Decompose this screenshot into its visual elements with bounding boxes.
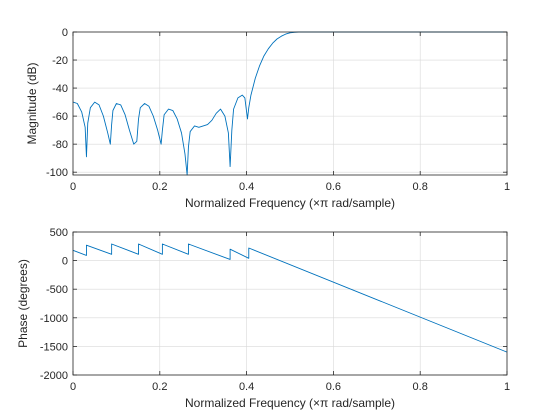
phase-y-tick-label: -1500 — [40, 341, 68, 353]
phase-x-tick-label: 0.4 — [239, 381, 254, 393]
phase-axes-frame — [72, 231, 508, 376]
magnitude-plot: 0 0.2 0.4 0.6 0.8 1 0 -20 -40 -60 -80 -100 Normalize… — [25, 27, 510, 210]
magnitude-x-axis-label: Normalized Frequency (×π rad/sample) — [185, 196, 395, 210]
magnitude-x-tick-label: 1 — [504, 181, 510, 193]
magnitude-x-tick-label: 0.8 — [413, 181, 428, 193]
magnitude-x-tick-label: 0.4 — [239, 181, 254, 193]
phase-plot: 0 0.2 0.4 0.6 0.8 1 500 0 -500 -1000 -1500 -2000 Nor… — [16, 227, 510, 410]
magnitude-x-tick-label: 0.2 — [152, 181, 167, 193]
phase-y-tick-label: 500 — [50, 227, 68, 239]
phase-y-tick-label: -1000 — [40, 313, 68, 325]
phase-x-axis-label: Normalized Frequency (×π rad/sample) — [185, 396, 395, 410]
phase-x-tick-label: 0.8 — [413, 381, 428, 393]
magnitude-y-tick-label: -40 — [52, 83, 68, 95]
phase-series-line — [72, 243, 508, 353]
phase-y-tick-label: 0 — [62, 256, 68, 268]
phase-y-axis-label: Phase (degrees) — [16, 259, 30, 348]
magnitude-x-tick-label: 0.6 — [326, 181, 341, 193]
phase-y-tick-label: -2000 — [40, 370, 68, 382]
phase-x-tick-label: 0 — [70, 381, 76, 393]
magnitude-x-tick-label: 0 — [70, 181, 76, 193]
phase-y-tick-label: -500 — [46, 284, 68, 296]
magnitude-y-tick-label: -80 — [52, 139, 68, 151]
phase-x-tick-label: 0.6 — [326, 381, 341, 393]
magnitude-y-axis-label: Magnitude (dB) — [25, 62, 39, 144]
magnitude-axes-frame — [72, 31, 508, 176]
magnitude-y-tick-label: 0 — [62, 27, 68, 39]
magnitude-y-tick-label: -20 — [52, 55, 68, 67]
magnitude-y-tick-label: -60 — [52, 111, 68, 123]
magnitude-series-line — [72, 31, 507, 176]
phase-x-tick-label: 1 — [504, 381, 510, 393]
magnitude-y-tick-label: -100 — [46, 167, 68, 179]
phase-x-tick-label: 0.2 — [152, 381, 167, 393]
